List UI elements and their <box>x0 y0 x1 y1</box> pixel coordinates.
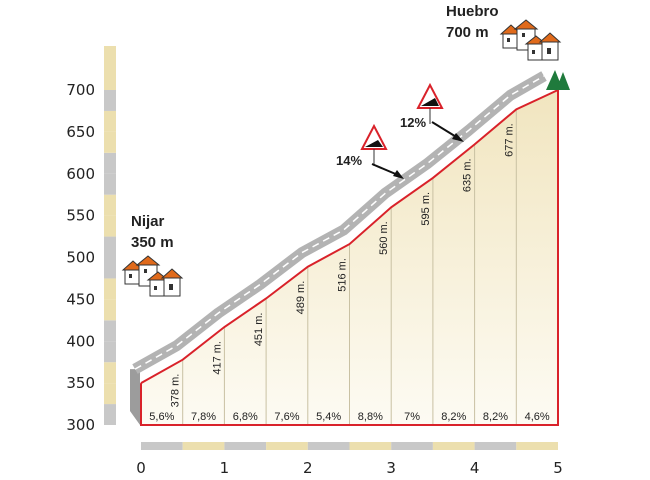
y-band-segment <box>104 278 116 300</box>
x-axis-tick-labels: 0 1 2 3 4 5 <box>136 459 563 477</box>
y-band-segment <box>104 215 116 237</box>
elevation-label: 595 m. <box>420 192 432 226</box>
elevation-label: 489 m. <box>295 281 307 315</box>
x-band-segment <box>349 442 392 450</box>
start-town: Nijar 350 m <box>121 213 184 297</box>
road-side-shading <box>130 369 140 425</box>
x-band-segment <box>516 442 558 450</box>
y-tick-label: 700 <box>66 81 95 99</box>
y-band-segment <box>104 299 116 321</box>
grade-label: 5,4% <box>316 411 341 423</box>
tree-icon <box>546 70 570 90</box>
steep-callout-2: 12% <box>400 82 464 142</box>
y-band-segment <box>104 383 116 405</box>
end-town-name: Huebro <box>446 3 499 20</box>
x-tick-label: 1 <box>220 459 230 477</box>
grade-label: 8,8% <box>358 411 383 423</box>
y-band-segment <box>104 257 116 279</box>
grade-label: 6,8% <box>233 411 258 423</box>
y-tick-label: 650 <box>66 123 95 141</box>
grade-label: 8,2% <box>483 411 508 423</box>
y-tick-label: 350 <box>66 374 95 392</box>
steep-grade-label: 12% <box>400 115 426 130</box>
x-band-segment <box>307 442 350 450</box>
y-band-segment <box>104 173 116 195</box>
y-tick-label: 450 <box>66 290 95 308</box>
x-band-segment <box>474 442 517 450</box>
start-town-name: Nijar <box>131 213 165 230</box>
x-band-segment <box>391 442 433 450</box>
y-band-segment <box>104 362 116 384</box>
y-band-segment <box>104 320 116 342</box>
road-band <box>132 71 547 374</box>
y-tick-label: 300 <box>66 416 95 434</box>
y-band-segment <box>104 110 116 132</box>
y-axis-tick-labels: 300 350 400 450 500 550 600 650 700 <box>66 81 95 434</box>
grade-label: 4,6% <box>525 411 550 423</box>
houses-icon <box>499 19 562 61</box>
y-band-segment <box>104 90 116 111</box>
y-tick-label: 550 <box>66 207 95 225</box>
profile-outline <box>140 90 559 426</box>
slope-icon <box>421 98 439 106</box>
end-town: Huebro 700 m <box>446 3 570 90</box>
elevation-label: 635 m. <box>462 158 474 192</box>
y-band-segment <box>104 46 116 90</box>
x-band-segment <box>432 442 475 450</box>
x-tick-label: 2 <box>303 459 313 477</box>
x-tick-label: 4 <box>470 459 480 477</box>
x-band-segment <box>266 442 308 450</box>
slope-icon <box>365 140 383 147</box>
grade-label: 7% <box>404 411 420 423</box>
y-band-segment <box>104 236 116 258</box>
y-band-segment <box>104 131 116 153</box>
grade-label: 7,8% <box>191 411 216 423</box>
y-band-segment <box>104 152 116 174</box>
grade-label: 8,2% <box>441 411 466 423</box>
grade-label: 5,6% <box>149 411 174 423</box>
houses-icon <box>121 255 184 297</box>
grade-label: 7,6% <box>274 411 299 423</box>
elevation-label: 451 m. <box>253 313 265 347</box>
elevation-labels: 378 m. 417 m. 451 m. 489 m. 516 m. 560 m… <box>170 123 516 407</box>
segment-dividers <box>182 109 517 425</box>
y-band-segment <box>104 404 116 425</box>
end-town-elevation: 700 m <box>446 24 489 41</box>
x-band-segment <box>182 442 225 450</box>
y-tick-label: 500 <box>66 249 95 267</box>
y-tick-label: 600 <box>66 165 95 183</box>
elevation-label: 677 m. <box>503 123 515 157</box>
y-band-segment <box>104 341 116 363</box>
y-band-segment <box>104 194 116 216</box>
segment-grade-labels: 5,6% 7,8% 6,8% 7,6% 5,4% 8,8% 7% 8,2% 8,… <box>149 411 550 423</box>
x-tick-label: 5 <box>553 459 563 477</box>
start-town-elevation: 350 m <box>131 234 174 251</box>
y-axis-band <box>104 46 116 425</box>
x-tick-label: 3 <box>386 459 396 477</box>
profile-line <box>140 89 559 384</box>
elevation-label: 378 m. <box>170 374 182 408</box>
x-tick-label: 0 <box>136 459 146 477</box>
elevation-label: 560 m. <box>378 221 390 255</box>
steep-grade-label: 14% <box>336 153 362 168</box>
x-axis-band <box>141 442 558 450</box>
steep-callout-1: 14% <box>336 123 404 179</box>
y-tick-label: 400 <box>66 332 95 350</box>
elevation-label: 516 m. <box>337 258 349 292</box>
x-band-segment <box>224 442 267 450</box>
elevation-label: 417 m. <box>211 341 223 375</box>
x-band-segment <box>141 442 183 450</box>
